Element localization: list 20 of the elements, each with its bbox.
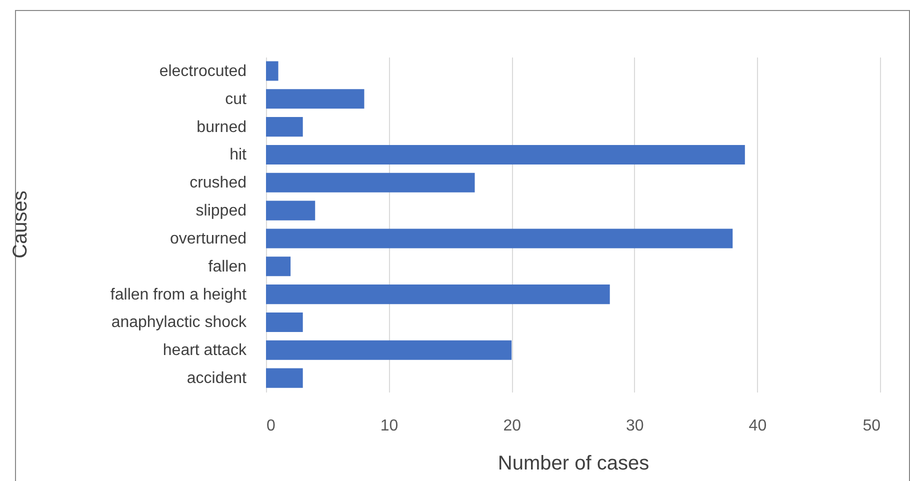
x-axis-title: Number of cases bbox=[498, 452, 650, 474]
y-tick-label: cut bbox=[225, 90, 248, 108]
x-tick-label: 20 bbox=[503, 418, 522, 434]
x-tick-label: 0 bbox=[266, 418, 276, 434]
x-tick-label: 40 bbox=[748, 418, 767, 434]
x-tick-label: 10 bbox=[380, 418, 398, 434]
y-tick-label: electrocuted bbox=[159, 62, 246, 80]
x-tick-label: 30 bbox=[626, 418, 644, 434]
y-tick-label: crushed bbox=[190, 174, 246, 192]
x-tick-label: 50 bbox=[862, 418, 881, 434]
y-tick-label: hit bbox=[230, 146, 248, 164]
y-tick-label: anaphylactic shock bbox=[111, 314, 248, 332]
y-tick-label: accident bbox=[186, 370, 248, 388]
y-tick-label: heart attack bbox=[162, 342, 248, 360]
y-tick-label: fallen from a height bbox=[110, 286, 248, 304]
y-tick-label: burned bbox=[196, 118, 246, 136]
y-tick-label: fallen bbox=[208, 258, 246, 276]
y-tick-label: overturned bbox=[170, 230, 246, 248]
y-axis-title: Causes bbox=[10, 190, 32, 258]
y-tick-label: slipped bbox=[196, 202, 246, 220]
